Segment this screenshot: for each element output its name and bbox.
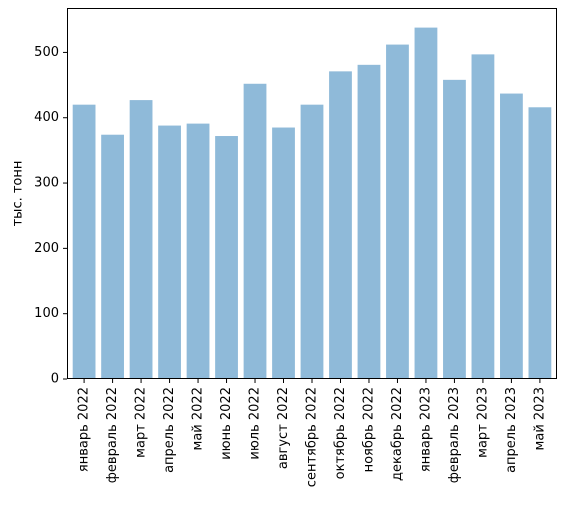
bar-4	[158, 125, 181, 379]
y-axis-label: тыс. тонн	[11, 161, 26, 227]
x-tick-label: сентябрь 2022	[305, 387, 320, 487]
x-tick-label: октябрь 2022	[333, 387, 348, 479]
x-tick-label: август 2022	[276, 387, 291, 469]
y-tick-label: 500	[34, 45, 59, 60]
x-tick-label: май 2022	[191, 387, 206, 450]
bar-6	[215, 136, 238, 379]
bar-17	[528, 107, 552, 380]
bar-7	[243, 83, 267, 379]
x-tick-label: ноябрь 2022	[361, 387, 376, 472]
x-tick-label: декабрь 2022	[390, 387, 405, 481]
y-tick-label: 200	[34, 241, 59, 256]
bars-group	[72, 27, 552, 380]
x-tick-label: февраль 2023	[447, 387, 462, 483]
bar-1	[72, 104, 96, 380]
bar-13	[414, 27, 438, 380]
x-tick-label: март 2023	[475, 387, 490, 458]
x-axis: январь 2022 февраль 2022 март 2022 апрель 2…	[77, 379, 547, 487]
bar-5	[186, 123, 210, 379]
x-tick-label: апрель 2023	[504, 387, 519, 473]
y-tick-label: 300	[34, 176, 59, 191]
x-tick-label: июнь 2022	[219, 387, 234, 460]
x-tick-label: январь 2023	[418, 387, 433, 472]
y-tick-label: 400	[34, 110, 59, 125]
x-tick-label: июль 2022	[248, 387, 263, 460]
plot-frame	[67, 8, 557, 379]
y-tick-label: 100	[34, 306, 59, 321]
bar-2	[101, 134, 124, 379]
x-tick-label: апрель 2022	[162, 387, 177, 473]
bar-16	[500, 93, 523, 380]
y-tick-label: 0	[51, 372, 59, 387]
bar-8	[272, 127, 295, 379]
bar-11	[357, 64, 381, 379]
x-tick-label: май 2023	[532, 387, 547, 450]
bar-15	[471, 54, 495, 379]
bar-10	[329, 71, 352, 379]
bar-3	[129, 100, 153, 379]
x-tick-label: февраль 2022	[105, 387, 120, 483]
x-tick-label: январь 2022	[77, 387, 92, 472]
bar-14	[443, 79, 466, 379]
x-tick-label: март 2022	[134, 387, 149, 458]
bar-12	[386, 44, 409, 380]
bar-9	[300, 104, 324, 380]
y-axis: 0 100 200 300 400 500	[34, 45, 67, 387]
